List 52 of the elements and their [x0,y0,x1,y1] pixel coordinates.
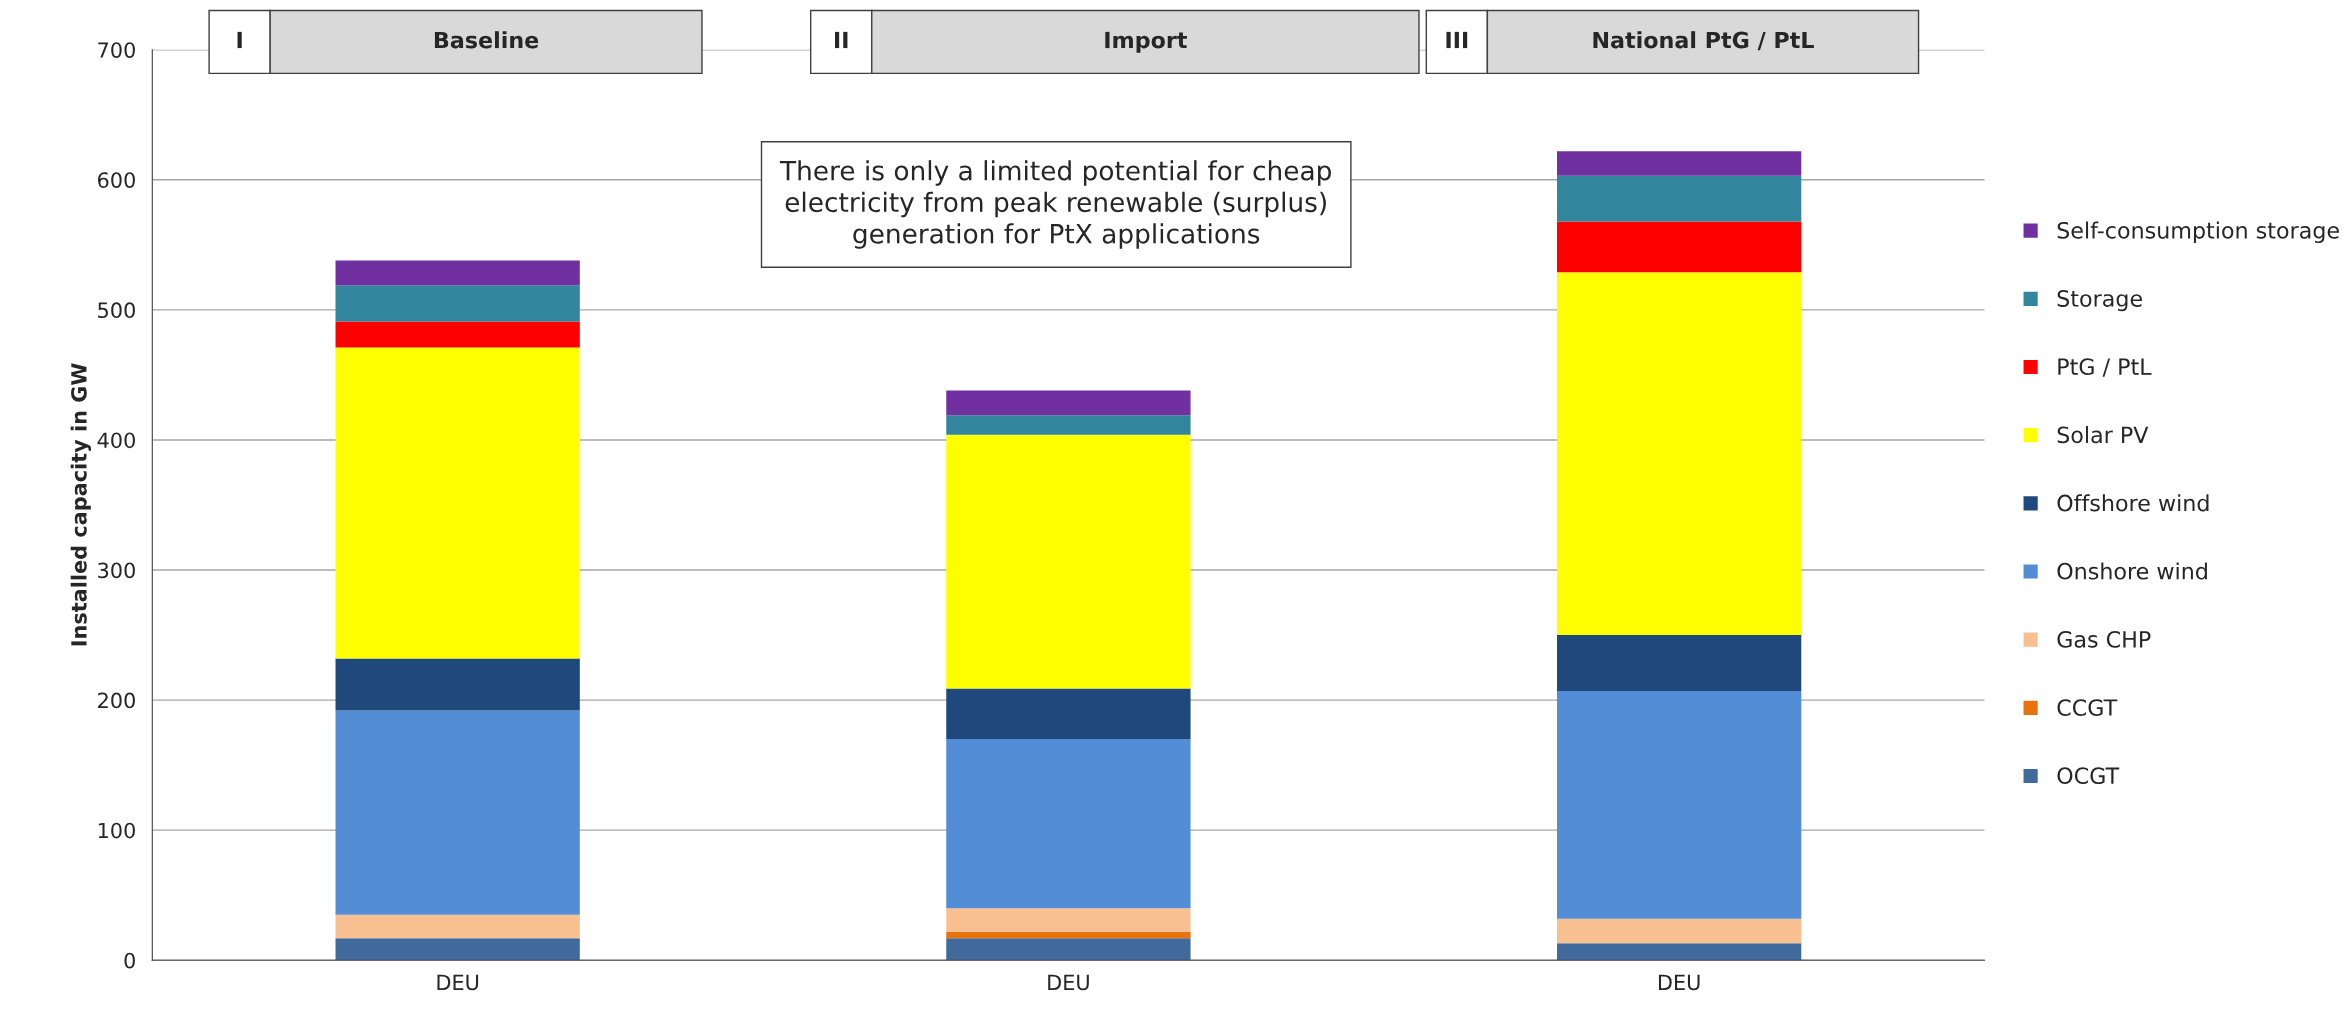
y-tick-label: 200 [98,692,135,709]
bar [946,390,1191,416]
legend-label: Gas CHP [2057,630,2151,648]
bar [335,710,580,915]
text: II [834,31,848,49]
bar [335,658,580,711]
y-tick-label: 500 [98,302,135,319]
annotation: National PtG / PtL [1593,31,1814,51]
y-tick-label: 300 [98,562,135,579]
legend-label: Self-consumption storage [2057,221,2339,244]
bar [946,931,1191,939]
legend-label: CCGT [2057,699,2118,716]
legend-label: Storage [2057,290,2142,312]
legend-label: Offshore wind [2057,494,2209,512]
text: Baseline [434,31,539,49]
bar [1557,635,1802,691]
y-tick-label: 700 [98,42,135,58]
bar [1557,151,1802,176]
legend-label: OCGT [2057,767,2120,785]
bar [335,938,580,961]
y-tick-label: 600 [98,172,135,188]
y-tick-label: 400 [97,432,135,449]
bar [335,321,580,348]
bar [946,688,1191,740]
bar [1557,175,1802,222]
bar [335,260,580,286]
legend-label: Onshore wind [2057,562,2207,580]
x-tick-label: DEU [1658,974,1700,991]
y-tick-label: 100 [98,822,135,839]
legend-label: PtG / PtL [2058,358,2152,377]
annotation: Import [1105,31,1187,53]
bar [1557,943,1802,961]
annotation: There is only a limited potential for cheap electricity from peak renewable (surplus) generation for PtX applications [779,160,1331,249]
x-tick-label: DEU [437,974,479,991]
y-tick-label: 0 [124,952,135,969]
legend-label: Solar PV [2057,426,2149,444]
bar [946,415,1191,435]
bar [1557,690,1802,919]
bar [946,739,1191,909]
bar [1557,221,1802,273]
bar [335,285,580,322]
bar [1557,272,1802,636]
bar [946,938,1191,961]
text: I [237,31,242,49]
bar [335,347,580,659]
bar [946,908,1191,932]
bar [335,914,580,939]
x-tick-label: DEU [1048,974,1089,991]
y-axis-title: Installed capacity in GW [70,363,91,646]
text: III [1446,31,1468,49]
bar [1557,918,1802,944]
bar [946,434,1191,689]
